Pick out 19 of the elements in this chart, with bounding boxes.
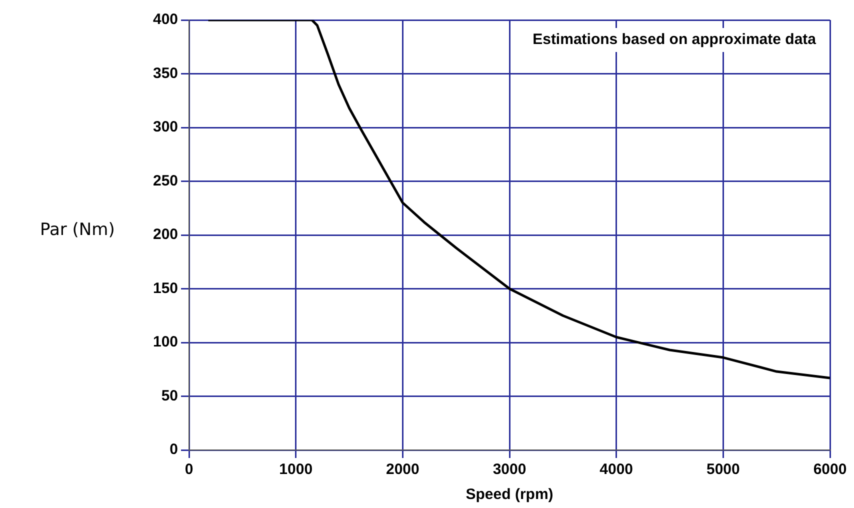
y-tick-label: 100 <box>152 334 178 351</box>
x-axis-title: Speed (rpm) <box>466 486 554 504</box>
x-tick-label: 4000 <box>600 461 634 478</box>
x-tick-label: 0 <box>184 461 194 478</box>
x-tick-label: 6000 <box>813 461 847 478</box>
y-axis-title: Par (Nm) <box>40 220 115 240</box>
y-tick-label: 350 <box>152 64 178 82</box>
y-tick-label: 50 <box>161 387 178 404</box>
y-tick-label: 200 <box>152 226 178 244</box>
y-tick-label: 400 <box>152 11 178 28</box>
y-tick-label: 0 <box>170 441 178 458</box>
x-tick-label: 2000 <box>386 461 420 478</box>
y-tick-label: 150 <box>152 280 178 297</box>
x-tick-label: 1000 <box>279 461 313 478</box>
x-tick-label: 3000 <box>492 461 526 478</box>
annotation: Estimations based on approximate data <box>528 28 820 52</box>
y-tick-label: 300 <box>152 118 178 136</box>
x-tick-label: 5000 <box>706 461 740 478</box>
y-tick-label: 250 <box>152 172 178 190</box>
